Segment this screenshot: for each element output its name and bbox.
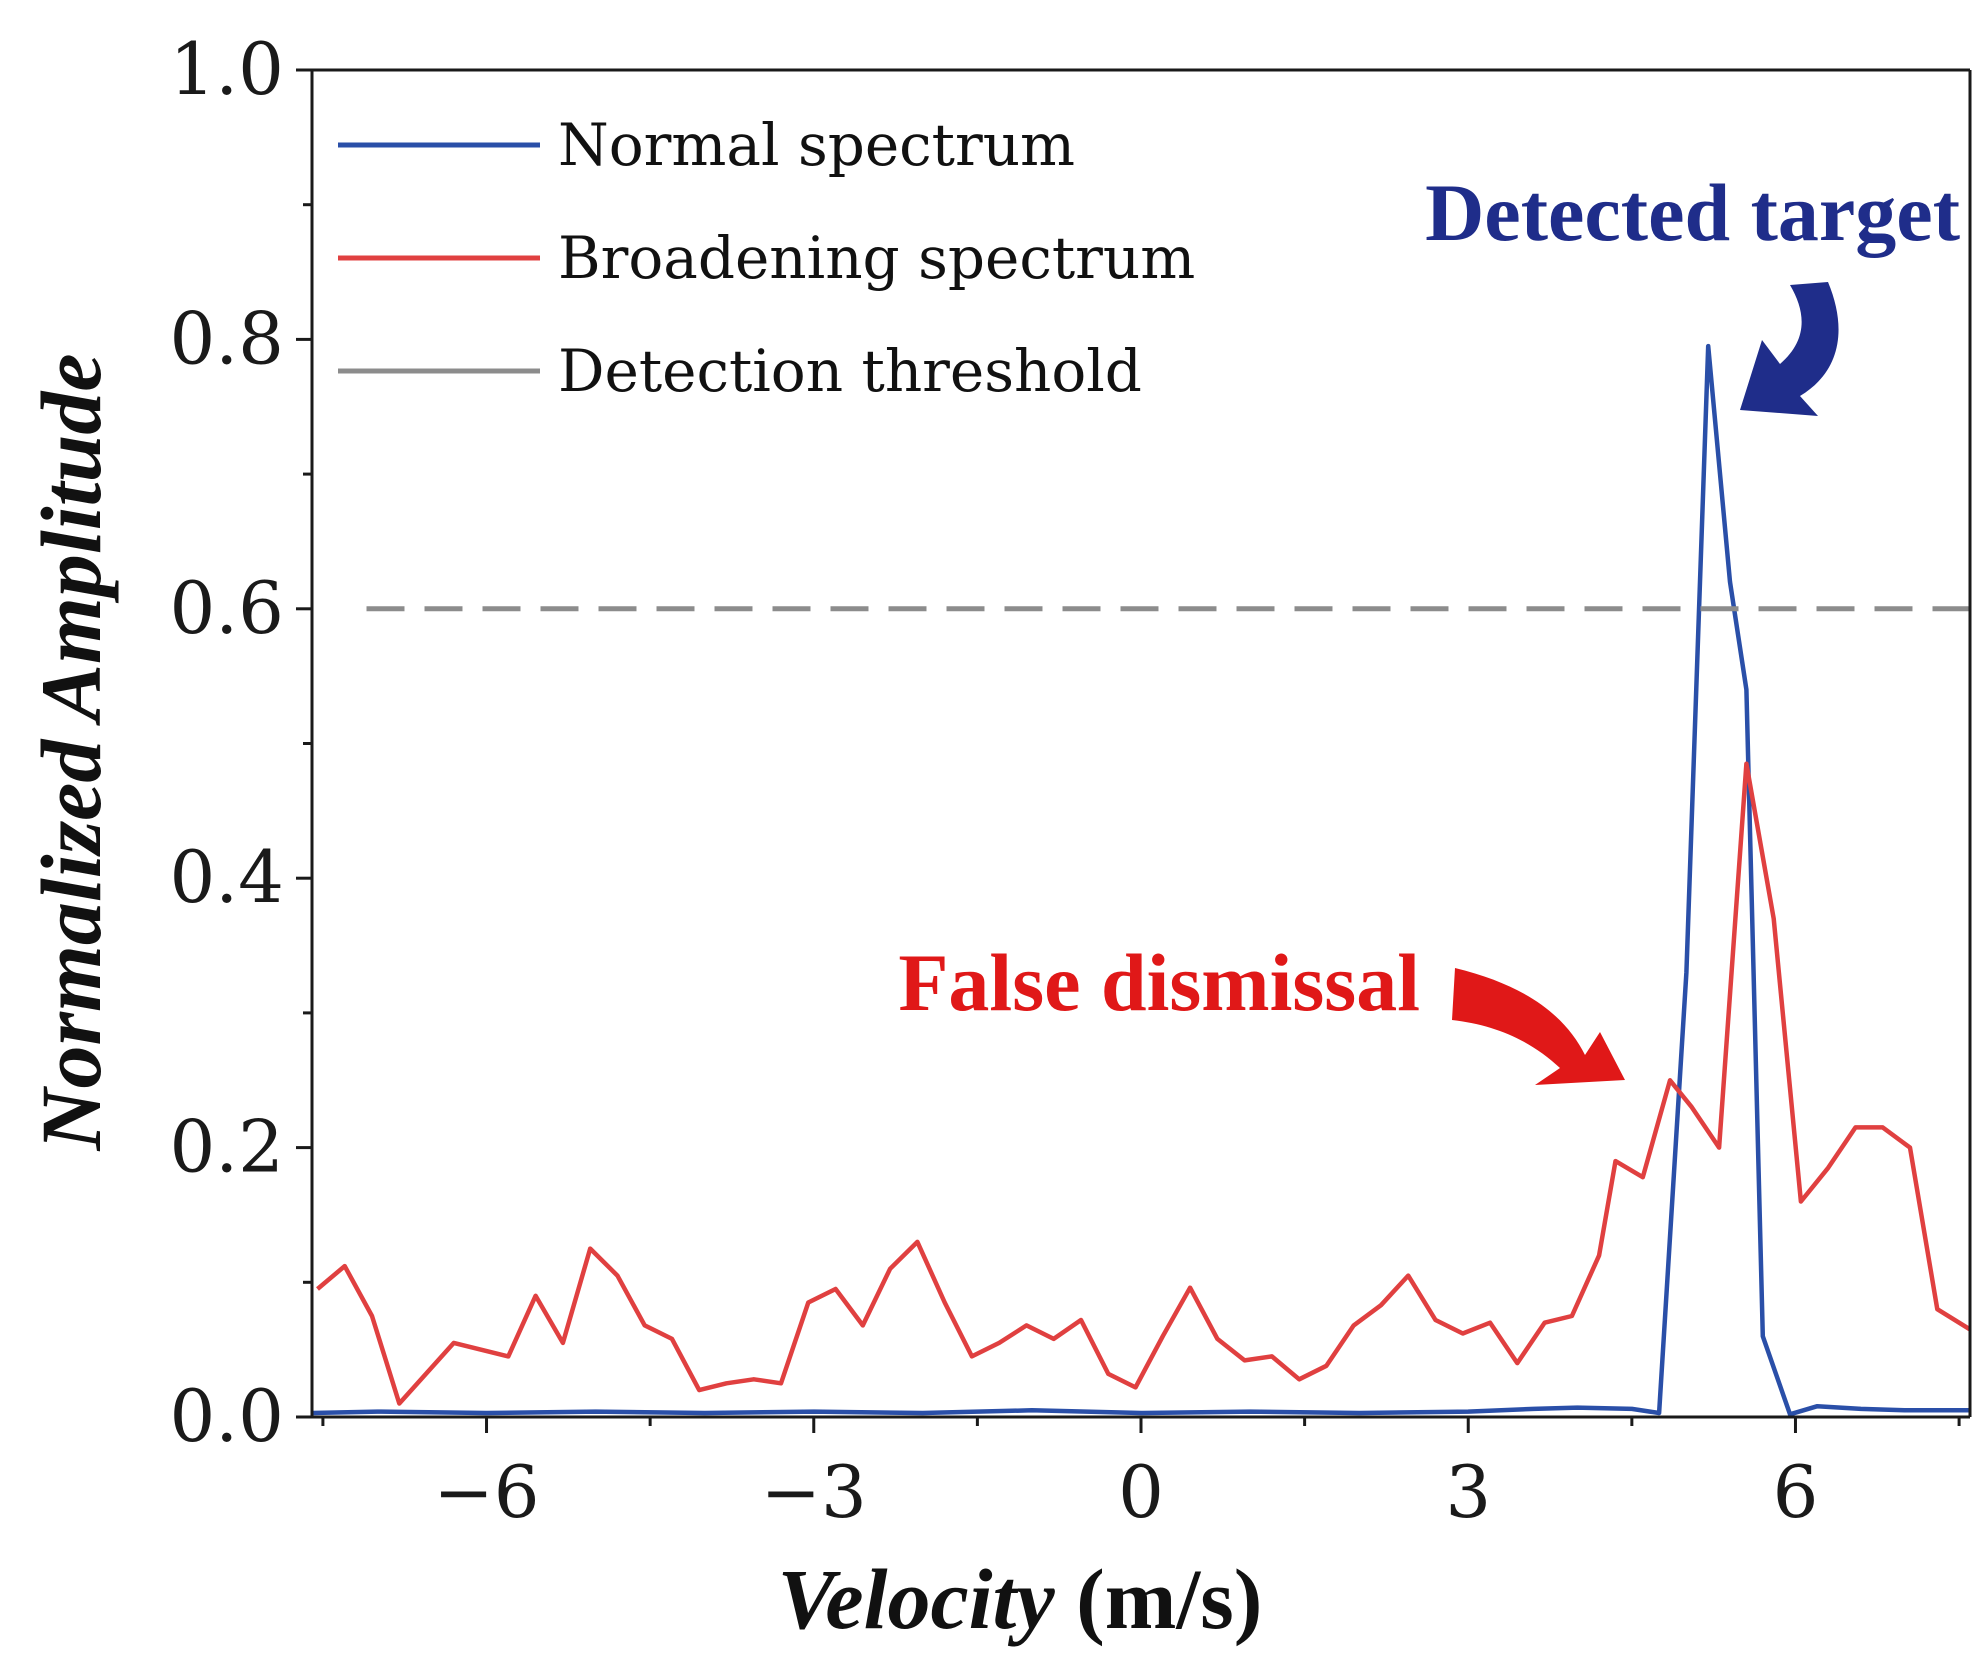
series-line-broadening-spectrum <box>316 761 1970 1406</box>
data-layer <box>312 343 1970 1417</box>
y-tick-label: 1.0 <box>169 27 284 111</box>
annotation-false-dismissal: False dismissal <box>898 937 1420 1028</box>
y-tick-label: 0.2 <box>169 1105 284 1189</box>
y-tick-label: 0.0 <box>169 1374 284 1458</box>
y-tick-label: 0.6 <box>169 566 284 650</box>
y-tick-label: 0.8 <box>169 296 284 380</box>
legend: Normal spectrum Broadening spectrum Detect… <box>338 111 1195 405</box>
arrow-false-dismissal-icon <box>1452 968 1625 1085</box>
annotations: Detected target False dismissal <box>898 167 1960 1085</box>
y-axis-title: Normalized Amplitude <box>23 353 119 1151</box>
legend-label-detection-threshold: Detection threshold <box>558 337 1142 405</box>
x-axis-title: Velocity (m/s) <box>778 1551 1263 1647</box>
x-tick-label: −3 <box>761 1450 867 1534</box>
x-tick-label: 3 <box>1445 1450 1491 1534</box>
y-tick-label: 0.4 <box>169 835 284 919</box>
legend-label-broadening-spectrum: Broadening spectrum <box>558 224 1195 292</box>
axis-layer: 0.0 0.2 0.4 0.6 0.8 1.0 −6 −3 0 3 6 <box>169 27 1972 1534</box>
x-axis-title-variable: Velocity <box>778 1551 1056 1647</box>
legend-label-normal-spectrum: Normal spectrum <box>558 111 1075 179</box>
x-axis-title-unit: (m/s) <box>1055 1551 1263 1647</box>
annotation-detected-target: Detected target <box>1425 167 1960 258</box>
x-tick-label: −6 <box>433 1450 539 1534</box>
series-line-normal-spectrum <box>312 343 1970 1417</box>
arrow-detected-target-icon <box>1740 282 1839 416</box>
x-tick-label: 0 <box>1118 1450 1164 1534</box>
x-tick-label: 6 <box>1773 1450 1819 1534</box>
